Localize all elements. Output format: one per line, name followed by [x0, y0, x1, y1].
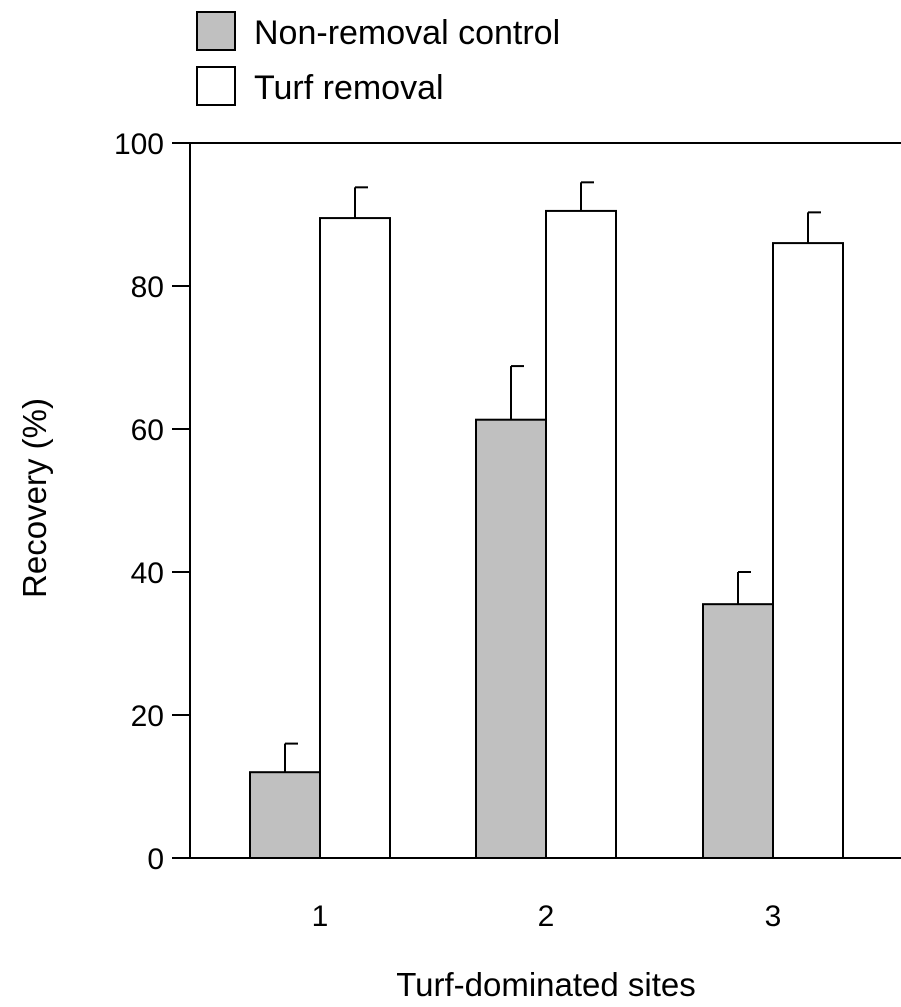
bar-non-removal-control-site-1 [249, 771, 321, 860]
bar-non-removal-control-site-2 [475, 418, 547, 859]
legend: Non-removal control Turf removal [196, 11, 560, 107]
x-axis-title: Turf-dominated sites [396, 966, 696, 1003]
plot-area: 0 20 40 60 80 100 1 2 3 [114, 128, 901, 933]
x-tick-label: 2 [538, 900, 555, 933]
legend-label-non-removal-control: Non-removal control [254, 14, 560, 52]
x-tick-label: 3 [765, 900, 782, 933]
y-tick-label: 100 [114, 128, 164, 161]
y-axis-title: Recovery (%) [16, 398, 53, 598]
bar-non-removal-control-site-3 [702, 603, 774, 859]
bar-turf-removal-site-3 [772, 242, 844, 860]
legend-swatch-turf-removal [196, 66, 236, 106]
y-tick-label: 80 [131, 271, 164, 304]
y-tick-label: 60 [131, 414, 164, 447]
legend-swatch-non-removal-control [196, 11, 236, 51]
y-tick-label: 20 [131, 700, 164, 733]
bar-turf-removal-site-2 [545, 209, 617, 860]
y-tick-label: 0 [147, 843, 164, 876]
y-tick-label: 40 [131, 557, 164, 590]
x-tick-label: 1 [312, 900, 329, 933]
bar-turf-removal-site-1 [319, 217, 391, 859]
legend-label-turf-removal: Turf removal [254, 69, 444, 107]
